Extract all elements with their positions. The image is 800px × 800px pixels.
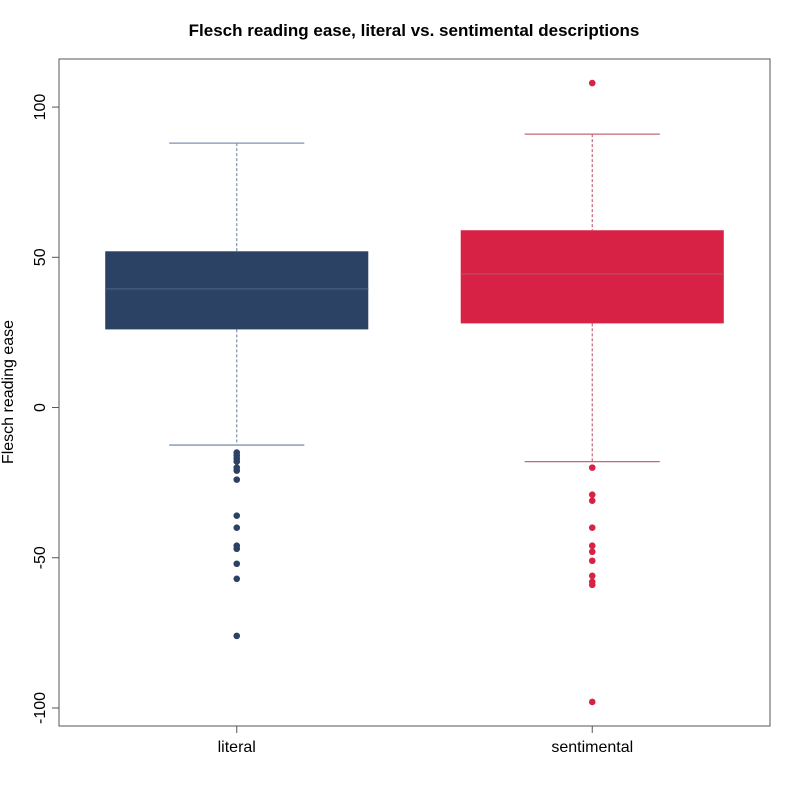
outlier-point bbox=[233, 524, 241, 532]
outlier-point bbox=[233, 575, 241, 583]
outlier-point bbox=[588, 572, 596, 580]
outlier-point bbox=[233, 467, 241, 474]
outlier-point bbox=[233, 512, 241, 519]
outlier-point bbox=[588, 557, 596, 565]
outlier-point bbox=[588, 497, 596, 504]
outlier-point bbox=[233, 545, 241, 553]
y-axis: 100 50 0 -50 -100 bbox=[32, 94, 59, 724]
outlier-point bbox=[233, 476, 241, 483]
y-tick-label: -50 bbox=[32, 546, 49, 569]
x-tick-label: literal bbox=[218, 739, 256, 756]
plot-frame bbox=[58, 58, 771, 727]
outlier-point bbox=[588, 698, 596, 706]
outlier-point bbox=[233, 632, 241, 640]
outlier-point bbox=[588, 548, 596, 556]
outlier-point bbox=[588, 542, 596, 550]
y-tick-label: -100 bbox=[32, 692, 49, 724]
outlier-point bbox=[588, 79, 596, 87]
outlier-point bbox=[233, 458, 241, 465]
y-axis-label: Flesch reading ease bbox=[0, 320, 17, 464]
chart-title: Flesch reading ease, literal vs. sentime… bbox=[189, 21, 640, 40]
box-iqr bbox=[460, 230, 724, 324]
outlier-point bbox=[588, 524, 596, 532]
y-tick-label: 0 bbox=[32, 403, 49, 412]
box-sentimental bbox=[460, 79, 724, 706]
box-iqr bbox=[105, 251, 369, 330]
x-axis: literal sentimental bbox=[218, 726, 633, 756]
x-tick-label: sentimental bbox=[551, 739, 633, 756]
y-tick-label: 50 bbox=[32, 248, 49, 266]
boxes-layer bbox=[105, 79, 724, 706]
outlier-point bbox=[588, 464, 596, 471]
outlier-point bbox=[588, 581, 596, 589]
outlier-point bbox=[588, 491, 596, 498]
y-tick-label: 100 bbox=[32, 94, 49, 121]
box-literal bbox=[105, 142, 369, 640]
outlier-point bbox=[233, 560, 241, 568]
